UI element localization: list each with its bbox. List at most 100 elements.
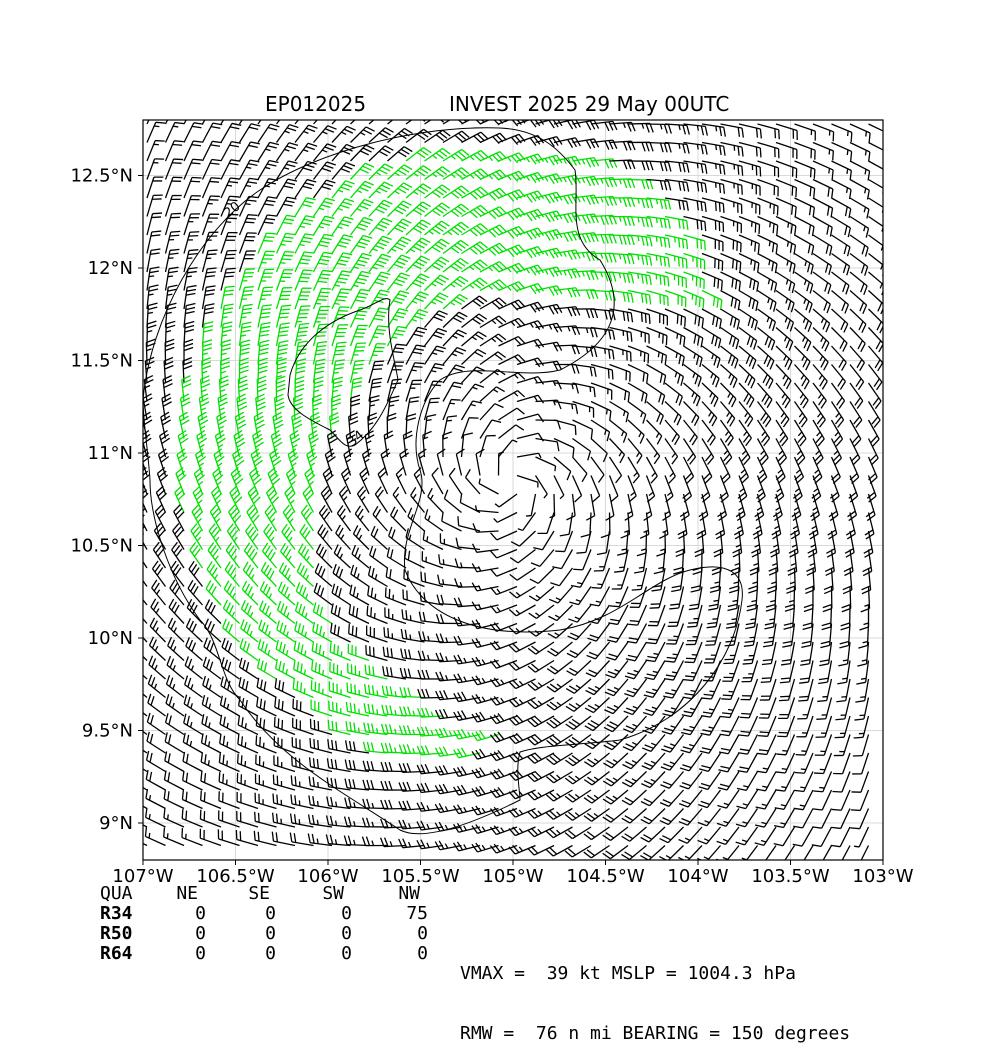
barb-feather [609, 234, 612, 243]
barb-feather [297, 353, 306, 355]
barb-shaft [145, 836, 165, 845]
barb-half-feather [516, 610, 520, 614]
barb-feather [184, 344, 193, 347]
barb-feather [572, 737, 580, 742]
wind-barb [330, 643, 350, 661]
barb-shaft [201, 781, 221, 790]
barb-feather [356, 264, 365, 266]
barb-feather [382, 254, 391, 257]
wind-barb [146, 789, 166, 808]
wind-barb [437, 614, 462, 623]
barb-feather [297, 363, 306, 365]
barb-feather [586, 309, 589, 318]
wind-barb [185, 656, 202, 679]
barb-half-feather [601, 253, 603, 258]
barb-feather [354, 742, 356, 751]
wind-barb [184, 159, 202, 179]
barb-feather [275, 678, 276, 687]
barb-feather [296, 367, 305, 369]
barb-shaft [311, 690, 332, 698]
barb-half-feather [376, 172, 381, 174]
barb-shaft [425, 329, 438, 346]
barb-feather [420, 150, 428, 155]
barb-shaft [443, 113, 462, 124]
barb-feather [171, 231, 180, 232]
barb-feather [274, 442, 282, 447]
barb-feather [302, 205, 311, 207]
barb-feather [203, 676, 206, 685]
barb-feather [572, 251, 576, 259]
barb-feather [374, 319, 383, 320]
barb-feather [363, 148, 372, 152]
barb-feather [383, 236, 392, 239]
barb-feather [423, 431, 432, 435]
barb-feather [389, 743, 392, 752]
barb-shaft [393, 495, 406, 513]
barb-half-feather [268, 650, 270, 655]
barb-feather [316, 643, 317, 652]
barb-feather [426, 708, 429, 717]
barb-feather [404, 687, 407, 696]
barb-feather [186, 811, 187, 820]
barb-shaft [240, 124, 252, 143]
barb-feather [295, 814, 296, 823]
barb-feather [425, 764, 429, 773]
barb-feather [139, 508, 146, 515]
barb-shaft [295, 107, 309, 124]
barb-feather [333, 564, 336, 573]
barb-half-feather [489, 286, 493, 290]
barb-shaft [314, 234, 325, 253]
barb-feather [279, 345, 288, 347]
barb-shaft [166, 177, 173, 198]
barb-feather [350, 741, 352, 750]
wind-barb [591, 365, 613, 380]
barb-feather [426, 670, 429, 679]
barb-feather [148, 307, 157, 309]
barb-half-feather [431, 712, 433, 717]
barb-feather [212, 141, 221, 142]
barb-shaft [591, 439, 607, 454]
barb-feather [347, 683, 348, 692]
barb-feather [590, 140, 594, 148]
barb-feather [226, 543, 231, 551]
barb-feather [172, 602, 177, 610]
wind-barb [184, 141, 203, 161]
wind-barb [438, 575, 462, 587]
barb-feather [241, 330, 250, 332]
barb-shaft [559, 568, 572, 586]
barb-shaft [295, 198, 306, 217]
barb-feather [170, 659, 173, 668]
barb-shaft [275, 707, 295, 716]
barb-feather [240, 366, 249, 369]
barb-feather [168, 285, 177, 287]
wind-barb [536, 420, 561, 429]
barb-half-feather [209, 741, 210, 746]
barb-feather [271, 106, 280, 109]
barb-feather [262, 543, 267, 551]
barb-feather [242, 717, 243, 726]
barb-feather [230, 568, 235, 576]
barb-feather [183, 752, 185, 761]
barb-feather [435, 281, 443, 285]
wind-barb [221, 123, 241, 142]
barb-feather [459, 294, 467, 299]
barb-shaft [337, 513, 350, 531]
wind-barb [313, 602, 332, 623]
barb-feather [193, 586, 198, 594]
barb-shaft [295, 270, 303, 290]
barb-feather [439, 766, 443, 774]
barb-half-feather [445, 844, 447, 849]
barb-shaft [297, 572, 313, 587]
barb-shaft [260, 609, 277, 623]
barb-feather [566, 724, 574, 729]
barb-half-feather [305, 613, 307, 618]
barb-feather [572, 365, 575, 374]
barb-feather [133, 599, 138, 607]
barb-half-feather [346, 459, 350, 462]
barb-feather [423, 631, 425, 640]
barb-feather [421, 274, 430, 278]
barb-feather [472, 789, 477, 797]
barb-feather [275, 424, 283, 428]
barb-half-feather [336, 820, 337, 825]
barb-feather [403, 219, 412, 223]
